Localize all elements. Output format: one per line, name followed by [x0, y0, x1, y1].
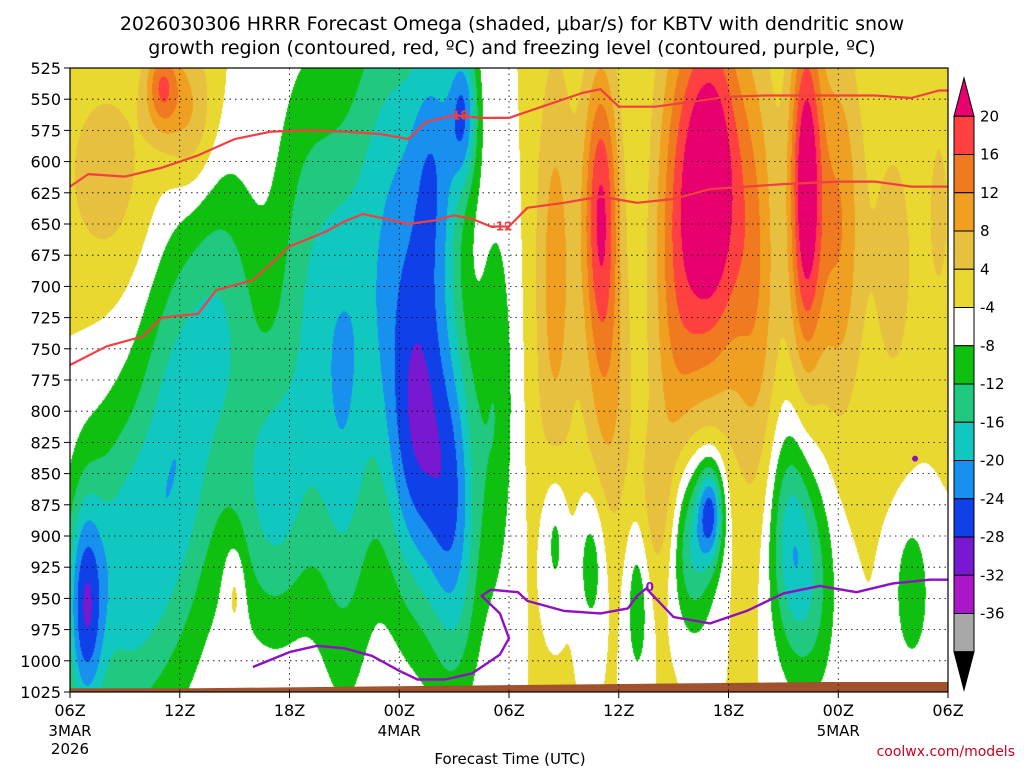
- y-tick-label: 575: [30, 121, 61, 140]
- y-tick-label: 950: [30, 589, 61, 608]
- colorbar-swatch: [953, 192, 975, 232]
- y-tick-label: 750: [30, 340, 61, 359]
- x-tick-label: 18Z: [274, 701, 305, 720]
- x-tick-label: 06Z: [54, 701, 85, 720]
- x-tick-label: 18Z: [713, 701, 744, 720]
- y-tick-label: 1000: [20, 652, 61, 671]
- gridlines: [69, 67, 949, 693]
- y-tick-label: 850: [30, 465, 61, 484]
- colorbar-label: 12: [980, 184, 999, 202]
- colorbar-swatch: [953, 421, 975, 461]
- x-axis-label: Forecast Time (UTC): [434, 750, 585, 768]
- x-tick-year: 2026: [51, 740, 89, 758]
- y-tick-label: 725: [30, 309, 61, 328]
- dgz-contour-line: [69, 180, 948, 366]
- y-tick-label: 625: [30, 184, 61, 203]
- y-tick-label: 800: [30, 402, 61, 421]
- dgz-contour-label: -12: [491, 219, 513, 233]
- colorbar-swatch: [953, 383, 975, 423]
- colorbar-label: 20: [980, 107, 999, 125]
- colorbar-label: -32: [980, 566, 1005, 584]
- colorbar-label: -4: [980, 299, 995, 317]
- colorbar-label: -8: [980, 337, 995, 355]
- axes: 525 550 575 600 625 650 675 700 725 750 775 800 825 8…: [20, 59, 963, 758]
- y-tick-label: 825: [30, 433, 61, 452]
- colorbar-label: -16: [980, 413, 1005, 431]
- colorbar-swatch: [953, 536, 975, 576]
- freezing-level-dot: [912, 455, 919, 462]
- colorbar-label: 4: [980, 260, 990, 278]
- y-tick-label: 700: [30, 277, 61, 296]
- chart-title-line2: growth region (contoured, red, ºC) and f…: [148, 37, 875, 59]
- colorbar-swatch: [953, 613, 975, 653]
- colorbar: 20 16 12 8 4 -4 -8 -12 -16 -20 -24 -28 -32 -36: [953, 76, 1005, 692]
- colorbar-swatch: [953, 345, 975, 385]
- y-tick-label: 675: [30, 246, 61, 265]
- colorbar-cap-bottom: [953, 651, 975, 692]
- chart-title-line1: 2026030306 HRRR Forecast Omega (shaded, …: [120, 13, 904, 35]
- y-tick-label: 925: [30, 558, 61, 577]
- colorbar-label: 8: [980, 222, 990, 240]
- colorbar-swatch: [953, 498, 975, 538]
- colorbar-label: -24: [980, 490, 1005, 508]
- colorbar-label: 16: [980, 146, 999, 164]
- x-tick-label: 12Z: [164, 701, 195, 720]
- y-tick-label: 600: [30, 153, 61, 172]
- y-tick-label: 900: [30, 527, 61, 546]
- colorbar-swatch: [953, 460, 975, 500]
- dgz-contour-label: -18: [447, 108, 469, 122]
- y-tick-label: 975: [30, 621, 61, 640]
- x-tick-date: 3MAR: [48, 722, 91, 740]
- colorbar-swatch: [953, 307, 975, 347]
- x-tick-label: 00Z: [384, 701, 415, 720]
- x-tick-label: 06Z: [932, 701, 963, 720]
- colorbar-swatch: [953, 115, 975, 155]
- y-tick-label: 550: [30, 90, 61, 109]
- freezing-level-line: [252, 578, 948, 681]
- colorbar-swatch: [953, 574, 975, 614]
- credit-link[interactable]: coolwx.com/models: [877, 744, 1015, 760]
- colorbar-label: -36: [980, 605, 1005, 623]
- y-tick-label: 775: [30, 371, 61, 390]
- x-tick-label: 12Z: [603, 701, 634, 720]
- contour-layer: -18 -12 0: [69, 88, 948, 681]
- colorbar-swatch: [953, 154, 975, 194]
- dgz-contour-line: [69, 88, 948, 188]
- colorbar-swatch: [953, 230, 975, 270]
- x-tick-date: 5MAR: [817, 722, 860, 740]
- colorbar-label: -12: [980, 375, 1005, 393]
- y-tick-label: 1025: [20, 683, 61, 702]
- x-tick-date: 4MAR: [378, 722, 421, 740]
- x-tick-label: 06Z: [493, 701, 524, 720]
- colorbar-label: -20: [980, 452, 1005, 470]
- x-tick-label: 00Z: [823, 701, 854, 720]
- y-tick-label: 650: [30, 215, 61, 234]
- freezing-level-label: 0: [646, 580, 654, 594]
- colorbar-swatch: [953, 268, 975, 308]
- y-tick-label: 875: [30, 496, 61, 515]
- y-tick-label: 525: [30, 59, 61, 78]
- colorbar-label: -28: [980, 528, 1005, 546]
